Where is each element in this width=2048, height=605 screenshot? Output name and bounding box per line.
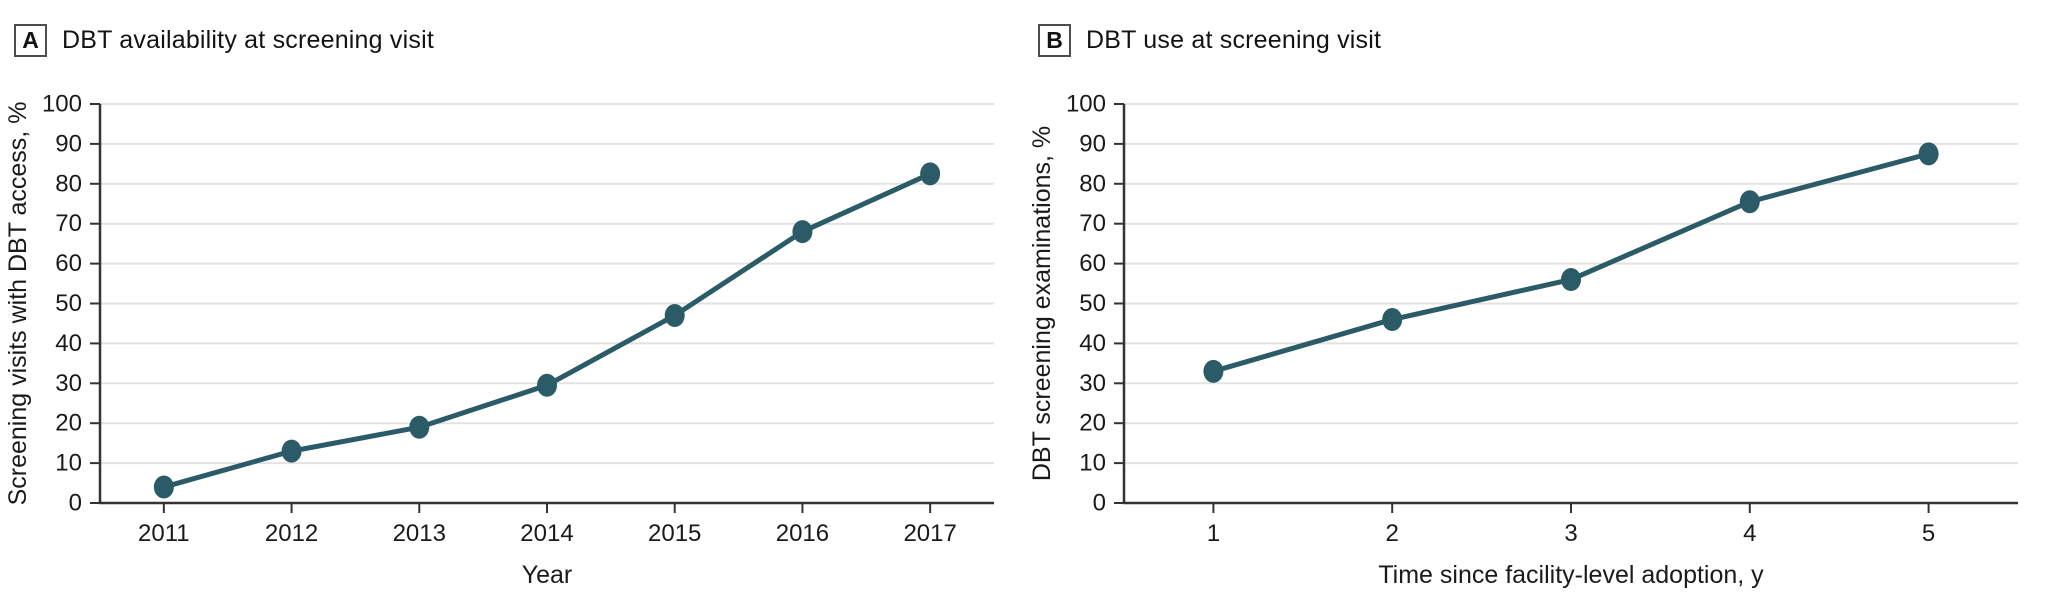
y-tick-label: 40 xyxy=(55,330,82,357)
y-tick-label: 100 xyxy=(1066,91,1106,118)
x-axis-title: Year xyxy=(522,561,573,589)
y-tick-label: 10 xyxy=(55,450,82,477)
panel-b-chart: 0 10 20 30 40 50 60 70 80 90 100 1 2 3 4 5 DBT screening… xyxy=(1028,91,2018,589)
x-tick-label: 2014 xyxy=(520,520,573,547)
x-tick-label: 2 xyxy=(1386,520,1399,547)
panel-a: A DBT availability at screening visit 0 1… xyxy=(0,0,1024,589)
panel-a-chart: 0 10 20 30 40 50 60 70 80 90 100 2011 2012 2013 2014 20… xyxy=(4,91,994,589)
y-tick-label: 50 xyxy=(1079,290,1106,317)
y-tick-label: 90 xyxy=(55,130,82,157)
data-point-2012 xyxy=(281,439,302,463)
y-tick-label: 10 xyxy=(1079,450,1106,477)
data-point-2014 xyxy=(537,373,557,397)
x-tick-label: 2016 xyxy=(776,520,829,547)
data-point-2 xyxy=(1382,307,1403,331)
x-axis-title: Time since facility-level adoption, y xyxy=(1378,561,1764,589)
y-tick-label: 40 xyxy=(1079,330,1106,357)
y-tick-label: 60 xyxy=(55,250,82,277)
y-tick-label: 80 xyxy=(55,170,82,197)
x-tick-label: 2011 xyxy=(138,520,190,547)
x-tick-label: 2017 xyxy=(903,520,956,547)
y-tick-label: 70 xyxy=(55,210,82,237)
panel-b-header: B DBT use at screening visit xyxy=(1024,0,2048,60)
y-tick-label: 70 xyxy=(1079,210,1106,237)
panel-b-tag: B xyxy=(1038,24,1071,57)
panel-b: B DBT use at screening visit 0 10 20 30 40 50… xyxy=(1024,0,2048,605)
y-tick-label: 50 xyxy=(55,290,82,317)
y-tick-label: 100 xyxy=(42,91,82,118)
y-tick-label: 0 xyxy=(69,490,82,517)
x-tick-label: 5 xyxy=(1922,520,1935,547)
panel-b-title: DBT use at screening visit xyxy=(1086,26,1382,54)
series-line xyxy=(161,171,933,490)
data-point-2015 xyxy=(664,303,685,327)
y-axis-title: DBT screening examinations, % xyxy=(1028,126,1056,481)
y-axis-title: Screening visits with DBT access, % xyxy=(4,102,32,506)
x-tick-label: 1 xyxy=(1207,520,1220,547)
y-tick-label: 30 xyxy=(1079,370,1106,397)
y-tick-label: 20 xyxy=(1079,410,1106,437)
x-tick-label: 2015 xyxy=(648,520,701,547)
y-tick-label: 80 xyxy=(1079,170,1106,197)
x-tick-label: 4 xyxy=(1743,520,1756,547)
data-point-2013 xyxy=(409,415,430,439)
data-point-4 xyxy=(1739,190,1760,214)
data-point-3 xyxy=(1561,268,1581,292)
y-tick-label: 30 xyxy=(55,370,82,397)
data-point-1 xyxy=(1203,359,1224,383)
x-tick-label: 3 xyxy=(1564,520,1577,547)
panel-a-tag: A xyxy=(14,24,47,57)
data-point-5 xyxy=(1918,142,1939,166)
data-point-2017 xyxy=(920,162,941,186)
y-tick-label: 0 xyxy=(1093,490,1106,517)
y-tick-label: 20 xyxy=(55,410,82,437)
x-tick-label: 2013 xyxy=(393,520,446,547)
panel-a-title: DBT availability at screening visit xyxy=(62,26,434,54)
panel-a-header: A DBT availability at screening visit xyxy=(0,0,1024,60)
x-tick-label: 2012 xyxy=(265,520,318,547)
y-tick-label: 60 xyxy=(1079,250,1106,277)
data-point-2016 xyxy=(792,220,813,244)
y-tick-label: 90 xyxy=(1079,130,1106,157)
data-point-2011 xyxy=(153,475,174,499)
